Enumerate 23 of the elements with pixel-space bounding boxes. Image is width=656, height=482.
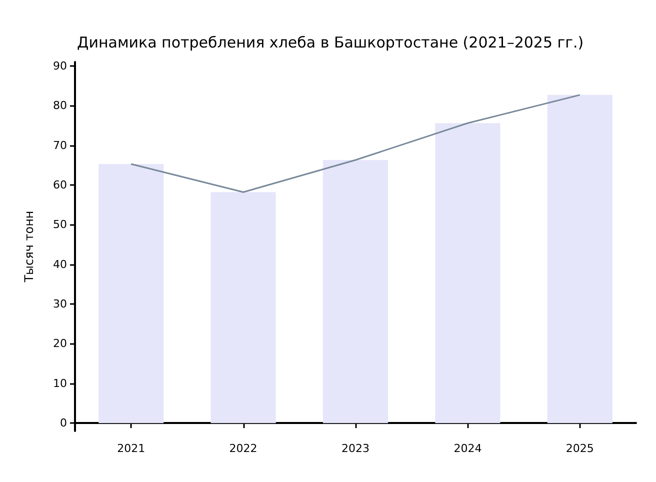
line-series (130, 94, 581, 193)
x-tick-label: 2021 (117, 442, 146, 455)
bar (98, 164, 164, 424)
y-tick-label: 20 (53, 337, 67, 350)
bar (210, 192, 276, 424)
x-tick-label: 2024 (454, 442, 482, 455)
y-tick-label: 50 (53, 218, 67, 232)
y-tick-label: 30 (53, 298, 67, 311)
bar (322, 160, 388, 424)
y-tick-label: 80 (53, 99, 67, 112)
y-tick-label: 0 (60, 416, 67, 430)
x-tick-label: 2023 (342, 442, 370, 455)
y-tick-label: 40 (53, 258, 67, 271)
y-axis-title: Тысяч тонн (22, 210, 36, 284)
y-tick-label: 70 (53, 138, 67, 152)
x-tick-label: 2022 (229, 442, 258, 455)
bar (547, 94, 612, 424)
x-tick-label: 2025 (566, 442, 594, 455)
chart-title: Динамика потребления хлеба в Башкортостане (2021–2025 гг.) (77, 34, 584, 52)
bar (435, 123, 500, 424)
y-tick-label: 60 (53, 178, 67, 192)
y-tick-label: 10 (53, 376, 67, 390)
y-tick-label: 90 (53, 59, 67, 72)
